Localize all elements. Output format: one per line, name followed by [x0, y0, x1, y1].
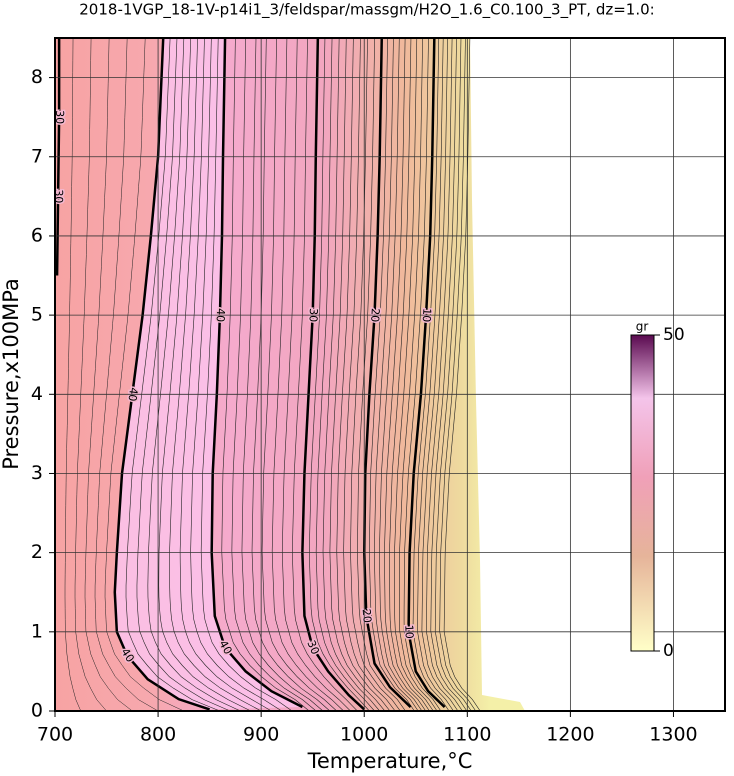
minor-contour: [271, 38, 344, 711]
x-tick-label: 800: [140, 724, 176, 746]
y-tick-label: 4: [31, 383, 43, 405]
y-tick-label: 5: [31, 304, 43, 326]
y-tick-label: 7: [31, 145, 43, 167]
minor-contour: [64, 38, 81, 711]
minor-contour: [315, 38, 375, 711]
y-tick-label: 3: [31, 462, 43, 484]
minor-contour: [439, 38, 476, 711]
minor-contour: [308, 38, 370, 711]
colorbar: [630, 334, 655, 652]
x-tick-label: 1100: [443, 724, 491, 746]
minor-contour: [104, 38, 184, 711]
minor-contour: [322, 38, 380, 711]
minor-contour: [251, 38, 331, 711]
minor-contour: [412, 38, 450, 711]
minor-contour: [374, 38, 419, 711]
minor-contour: [426, 38, 463, 711]
y-tick-label: 1: [31, 620, 43, 642]
x-tick-label: 1200: [546, 724, 594, 746]
x-tick-label: 1300: [649, 724, 697, 746]
colorbar-label: gr: [636, 320, 649, 334]
y-tick-label: 6: [31, 224, 43, 246]
minor-contour: [329, 38, 386, 711]
minor-contour: [74, 38, 107, 711]
colorbar-ticks: 0 50: [654, 325, 685, 661]
minor-contour: [368, 38, 415, 711]
minor-contour: [136, 38, 231, 711]
contour-line: [210, 38, 303, 709]
minor-contour: [179, 38, 272, 711]
contour-label: 20: [360, 608, 374, 623]
minor-contour: [231, 38, 317, 711]
chart-title: 2018-1VGP_18-1V-p14i1_3/feldspar/massgm/…: [79, 1, 654, 20]
y-tick-label: 8: [31, 66, 43, 88]
minor-contour: [147, 38, 241, 711]
contour-label: 30: [53, 110, 66, 124]
x-axis-label: Temperature,°C: [307, 749, 473, 773]
x-tick-label: 900: [243, 724, 279, 746]
minor-contour: [394, 38, 434, 711]
y-axis-label: Pressure,x100MPa: [0, 278, 23, 470]
minor-contour: [190, 38, 282, 711]
minor-contour: [399, 38, 438, 711]
minor-contour: [158, 38, 251, 711]
contour-label: 30: [52, 189, 65, 203]
minor-contour: [84, 38, 133, 711]
minor-contour: [200, 38, 293, 711]
grid: 700 800 900 1000 1100 1200 1300 0 1 2 3 4 5 6 7 8: [31, 38, 725, 746]
minor-contour: [125, 38, 221, 711]
minor-contour: [443, 38, 481, 711]
minor-contour: [281, 38, 351, 711]
minor-contour: [384, 38, 426, 711]
contour-line: [301, 38, 366, 711]
frame: [54, 37, 726, 712]
minor-contour: [343, 38, 396, 711]
minor-contour: [430, 38, 468, 711]
minor-contour: [169, 38, 262, 711]
minor-contour: [379, 38, 423, 711]
minor-contour: [261, 38, 337, 711]
y-tick-label: 2: [31, 541, 43, 563]
x-tick-label: 700: [37, 724, 73, 746]
colorbar-tick-label: 50: [663, 325, 685, 345]
minor-contour: [403, 38, 442, 711]
minor-contour: [434, 38, 472, 711]
minor-contour: [336, 38, 391, 711]
minor-contour: [350, 38, 401, 711]
x-tick-label: 1000: [340, 724, 388, 746]
minor-contour: [241, 38, 324, 711]
minor-contour: [94, 38, 159, 711]
minor-contour: [292, 38, 358, 711]
minor-contours: [64, 38, 481, 711]
minor-contour: [421, 38, 459, 711]
y-tick-label: 0: [31, 700, 43, 722]
colorbar-tick-label: 0: [663, 641, 674, 661]
minor-contour: [417, 38, 454, 711]
minor-contour: [389, 38, 430, 711]
minor-contour: [221, 38, 310, 711]
